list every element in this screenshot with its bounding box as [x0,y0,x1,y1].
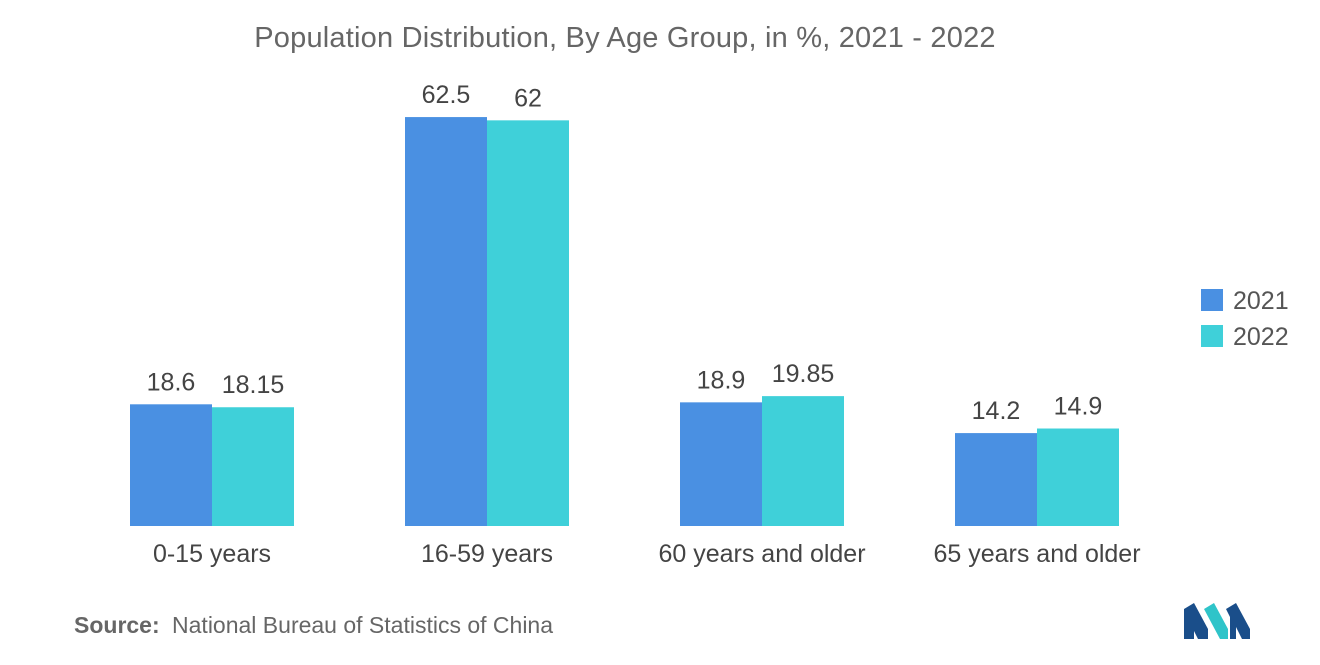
value-label-2022-3: 19.85 [772,360,835,388]
legend: 2021 2022 [1201,287,1289,351]
value-label-2021-1: 18.6 [147,368,196,396]
mordor-intelligence-logo [1184,603,1250,639]
source-note: Source: National Bureau of Statistics of… [74,612,553,639]
bar-2021-1 [130,404,212,526]
x-tick-label-2: 16-59 years [421,540,553,568]
legend-swatch-2021 [1201,289,1223,311]
x-tick-label-3: 60 years and older [658,540,865,568]
value-label-2021-2: 62.5 [422,81,471,109]
value-labels-layer: 18.6 18.15 62.5 62 18.9 19.85 14.2 14.9 [147,81,1103,425]
logo-right-stroke [1226,603,1250,639]
bar-2022-2 [487,120,569,526]
source-label: Source: [74,612,160,638]
bar-2021-3 [680,402,762,526]
chart-title: Population Distribution, By Age Group, i… [254,22,996,54]
bar-2022-1 [212,407,294,526]
bar-2022-4 [1037,428,1119,526]
x-tick-label-4: 65 years and older [933,540,1140,568]
bar-2021-4 [955,433,1037,526]
value-label-2022-2: 62 [514,84,542,112]
bar-2022-3 [762,396,844,526]
legend-label-2022: 2022 [1233,323,1289,351]
bar-2021-2 [405,117,487,527]
bars-layer [130,117,1119,527]
legend-label-2021: 2021 [1233,287,1289,315]
legend-swatch-2022 [1201,325,1223,347]
source-text: National Bureau of Statistics of China [172,612,554,638]
value-label-2021-4: 14.2 [972,397,1021,425]
value-label-2022-1: 18.15 [222,371,285,399]
logo-left-stroke [1184,603,1208,639]
value-label-2021-3: 18.9 [697,366,746,394]
x-axis-labels-layer: 0-15 years 16-59 years 60 years and older 6… [153,540,1141,568]
x-tick-label-1: 0-15 years [153,540,271,568]
logo-middle-stroke [1204,603,1228,639]
value-label-2022-4: 14.9 [1054,393,1103,421]
